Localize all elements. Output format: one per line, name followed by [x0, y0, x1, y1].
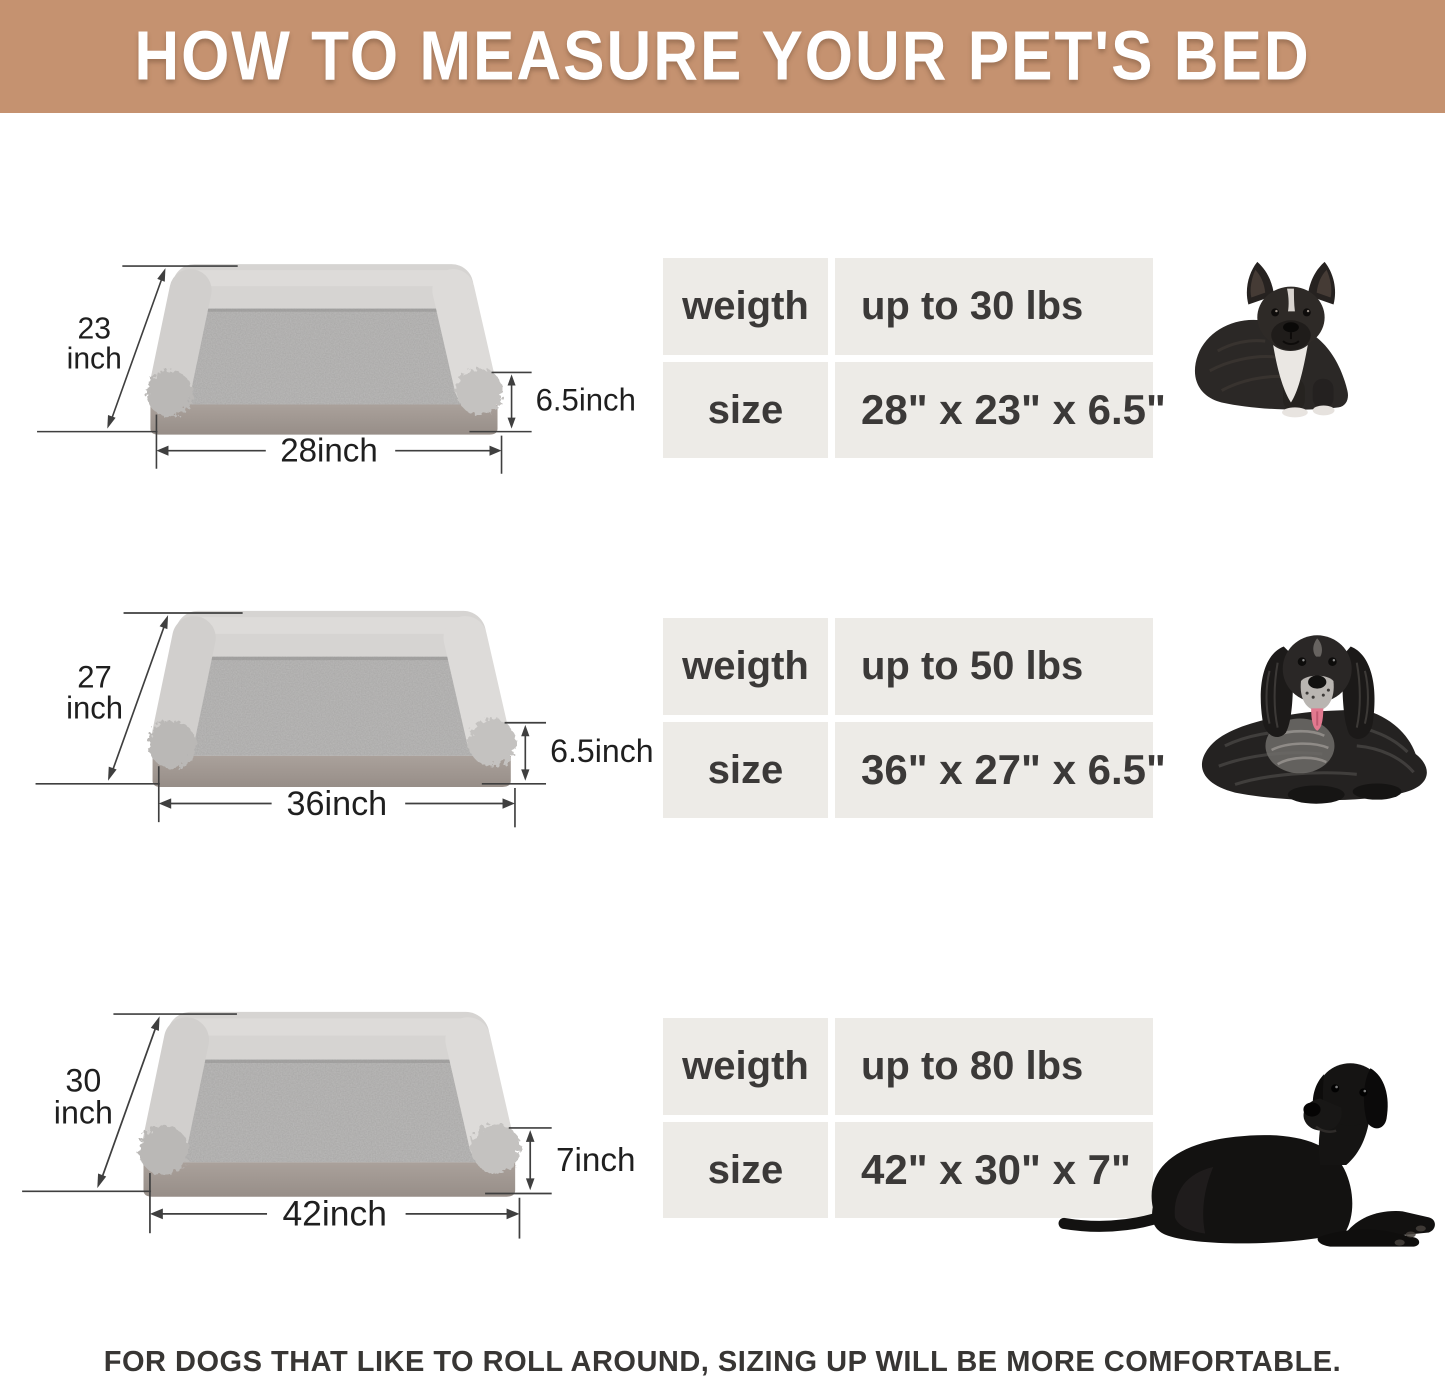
- size-value-cell: 36" x 27" x 6.5": [835, 722, 1166, 818]
- bed-diagram-small: 23 inch 6.5inch 28inch: [37, 264, 636, 474]
- size-value-cell: 28" x 23" x 6.5": [835, 362, 1166, 458]
- weight-label-cell: weigth: [663, 1018, 828, 1115]
- size-label-cell: size: [663, 362, 828, 458]
- weight-value-cell: up to 50 lbs: [835, 618, 1153, 715]
- size-table-large: weigth up to 80 lbs size 42" x 30" x 7": [663, 1018, 1153, 1218]
- french-bulldog-image: [1194, 261, 1348, 418]
- bolster-fluffy-end-right: [456, 368, 503, 415]
- height-label: 7inch: [556, 1142, 636, 1179]
- bed-illustration: [148, 610, 516, 787]
- bolster-fluffy-end-left: [146, 370, 193, 417]
- depth-label-value: 23: [78, 312, 111, 345]
- cocker-spaniel-image: [1201, 635, 1427, 804]
- width-label: 36inch: [287, 785, 388, 823]
- dimension-arrowheads: [108, 615, 530, 809]
- dog-head: [1282, 635, 1352, 703]
- page-title: HOW TO MEASURE YOUR PET'S BED: [134, 17, 1311, 96]
- height-label: 6.5inch: [550, 733, 653, 769]
- width-label: 28inch: [280, 433, 378, 470]
- dimension-arrowheads: [97, 1016, 535, 1220]
- bed-diagram-large: 30 inch 7inch 42inch: [22, 1011, 636, 1239]
- depth-label-value: 30: [65, 1062, 101, 1098]
- depth-label-unit: inch: [66, 691, 123, 726]
- size-table-medium: weigth up to 50 lbs size 36" x 27" x 6.5…: [663, 618, 1166, 818]
- bolster-fluffy-end-right: [471, 1123, 521, 1174]
- size-value-cell: 42" x 30" x 7": [835, 1122, 1153, 1218]
- bolster-fluffy-end-right: [468, 718, 516, 767]
- bed-diagram-medium: 27 inch 6.5inch 36inch: [35, 610, 654, 828]
- bed-left-bolster: [142, 1017, 210, 1166]
- height-label: 6.5inch: [536, 383, 636, 418]
- black-labrador-image: [1058, 1063, 1435, 1247]
- size-label-cell: size: [663, 722, 828, 818]
- weight-label-cell: weigth: [663, 258, 828, 355]
- dimension-lines: [22, 1013, 552, 1239]
- dimension-lines: [35, 612, 547, 828]
- bed-base: [143, 1162, 516, 1197]
- footer-note: FOR DOGS THAT LIKE TO ROLL AROUND, SIZIN…: [103, 1346, 1342, 1378]
- size-label-cell: size: [663, 1122, 828, 1218]
- footer-note-bar: FOR DOGS THAT LIKE TO ROLL AROUND, SIZIN…: [0, 1346, 1445, 1379]
- bolster-fluffy-end-left: [139, 1125, 189, 1176]
- depth-label-unit: inch: [67, 342, 122, 375]
- weight-value-cell: up to 80 lbs: [835, 1018, 1153, 1115]
- width-label: 42inch: [282, 1194, 386, 1234]
- bed-illustration: [139, 1011, 521, 1197]
- dog-ear: [1363, 1068, 1388, 1129]
- weight-value-cell: up to 30 lbs: [835, 258, 1153, 355]
- bolster-fluffy-end-left: [148, 720, 197, 769]
- depth-label-value: 27: [77, 660, 112, 695]
- bed-base: [152, 755, 511, 787]
- header-banner: HOW TO MEASURE YOUR PET'S BED: [0, 0, 1445, 113]
- dimension-lines: [37, 265, 532, 474]
- size-table-small: weigth up to 30 lbs size 28" x 23" x 6.5…: [663, 258, 1166, 458]
- depth-label-unit: inch: [54, 1095, 113, 1131]
- weight-label-cell: weigth: [663, 618, 828, 715]
- white-chest-patch: [1273, 345, 1308, 403]
- dimension-arrowheads: [107, 268, 516, 456]
- bed-illustration: [146, 264, 503, 435]
- bed-left-bolster: [151, 616, 216, 759]
- bed-base: [150, 404, 498, 435]
- bed-left-bolster: [149, 269, 212, 408]
